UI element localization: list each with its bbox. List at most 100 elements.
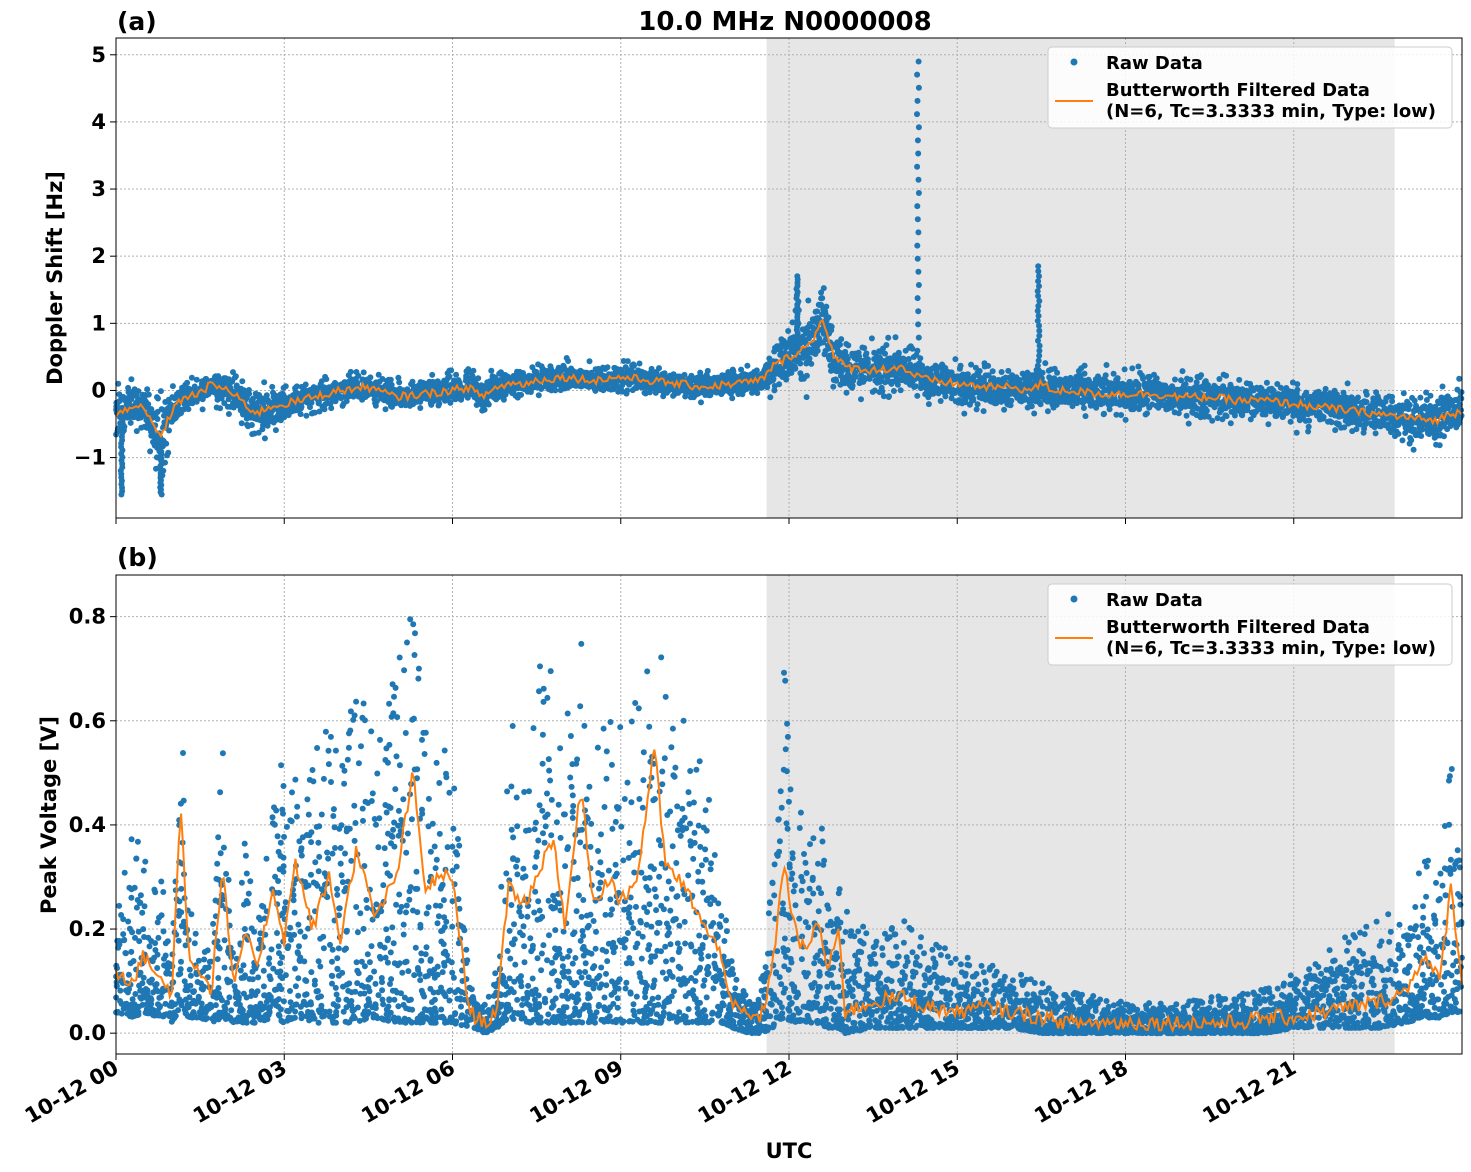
raw-data-point (1079, 379, 1086, 386)
raw-data-point (1328, 419, 1335, 426)
raw-data-point (912, 383, 919, 390)
raw-data-point (1216, 376, 1223, 382)
raw-data-point (713, 377, 720, 384)
raw-data-point (586, 358, 593, 365)
x-ticks-a (115, 518, 1295, 524)
y-tick-label: 0 (91, 378, 106, 402)
raw-data-point (411, 384, 418, 391)
raw-data-point (1101, 387, 1108, 394)
raw-data-point (303, 412, 310, 419)
raw-data-point (868, 335, 875, 342)
y-tick-label: 3 (91, 177, 106, 201)
raw-data-point (1376, 419, 1382, 426)
raw-data-point (489, 393, 496, 400)
raw-data-point (252, 401, 259, 408)
raw-data-spike-point (915, 58, 922, 65)
raw-data-point (1266, 386, 1273, 393)
raw-data-point (188, 374, 195, 381)
raw-data-point (273, 399, 280, 406)
raw-data-point (843, 389, 850, 396)
raw-data-point (1002, 374, 1009, 381)
raw-data-point (225, 411, 232, 417)
raw-data-point (379, 376, 386, 382)
raw-data-point (569, 368, 576, 375)
raw-data-point (185, 406, 192, 413)
raw-data-point (726, 373, 733, 380)
raw-data-point (193, 376, 200, 383)
raw-data-point (838, 350, 845, 357)
panel-b-label: (b) (117, 543, 158, 572)
raw-data-point (169, 394, 176, 401)
raw-data-point (704, 367, 711, 374)
raw-data-point (961, 387, 968, 394)
raw-data-point (1081, 370, 1088, 377)
raw-data-point (1347, 415, 1354, 422)
y-axis-label-a: Doppler Shift [Hz] (43, 171, 67, 385)
raw-data-point (408, 399, 415, 406)
raw-data-point (321, 406, 328, 413)
panel-b-voltage: (b) 0.00.20.40.60.8 10-12 00 10-12 03 10-1… (21, 543, 1465, 1128)
raw-data-point (1417, 407, 1424, 414)
raw-data-point (1427, 392, 1434, 399)
raw-data-point (1294, 381, 1301, 388)
raw-data-point (744, 362, 751, 369)
raw-data-point (805, 329, 812, 336)
raw-data-point (1227, 420, 1234, 427)
raw-data-point (419, 383, 425, 390)
raw-data-point (442, 380, 449, 387)
raw-data-point (885, 334, 892, 341)
raw-data-point (160, 407, 167, 413)
raw-data-point (382, 406, 389, 413)
raw-data-point (989, 368, 996, 375)
raw-data-point (475, 375, 482, 382)
raw-data-point (1175, 387, 1182, 394)
raw-data-point (883, 342, 890, 348)
raw-data-point (701, 389, 708, 396)
raw-data-point (483, 398, 490, 405)
raw-data-point (900, 356, 907, 363)
raw-data-point (311, 409, 318, 416)
raw-data-point (843, 353, 850, 360)
raw-data-point (1240, 387, 1247, 394)
raw-data-point (890, 388, 897, 394)
raw-data-point (470, 367, 477, 374)
raw-data-point (1440, 423, 1446, 430)
raw-data-point (797, 360, 804, 367)
raw-data-point (1231, 408, 1238, 415)
raw-data-point (261, 417, 268, 424)
raw-data-point (365, 376, 371, 383)
raw-data-point (1418, 426, 1425, 433)
raw-data-point (861, 345, 868, 351)
raw-data-point (1322, 385, 1329, 392)
raw-data-point (848, 378, 855, 385)
raw-data-point (1102, 372, 1109, 379)
raw-data-point (837, 372, 844, 379)
raw-data-point (1028, 403, 1035, 410)
raw-data-point (1172, 376, 1178, 383)
raw-data-point (133, 413, 140, 420)
raw-data-point (233, 382, 240, 389)
raw-data-point (318, 378, 325, 385)
raw-data-point (778, 343, 785, 350)
raw-data-point (1358, 399, 1365, 406)
legend-a: Raw Data Butterworth Filtered Data (N=6,… (1047, 46, 1453, 129)
y-tick-label: 5 (91, 43, 106, 67)
raw-data-point (1332, 427, 1339, 434)
raw-data-point (1436, 442, 1443, 449)
raw-data-point (361, 391, 368, 398)
raw-data-point (1432, 403, 1439, 410)
raw-data-point (1408, 421, 1415, 428)
raw-data-point (1106, 406, 1113, 413)
raw-data-spike-point (915, 229, 922, 236)
raw-data-point (1168, 404, 1175, 411)
raw-data-point (937, 398, 944, 404)
raw-data-point (619, 382, 626, 389)
raw-data-point (480, 404, 487, 411)
raw-data-spike-point (914, 216, 921, 223)
raw-data-point (297, 411, 304, 418)
raw-data-spike-point (1034, 362, 1041, 369)
raw-data-point (687, 375, 694, 382)
raw-data-point (250, 414, 257, 421)
raw-data-point (833, 344, 840, 351)
